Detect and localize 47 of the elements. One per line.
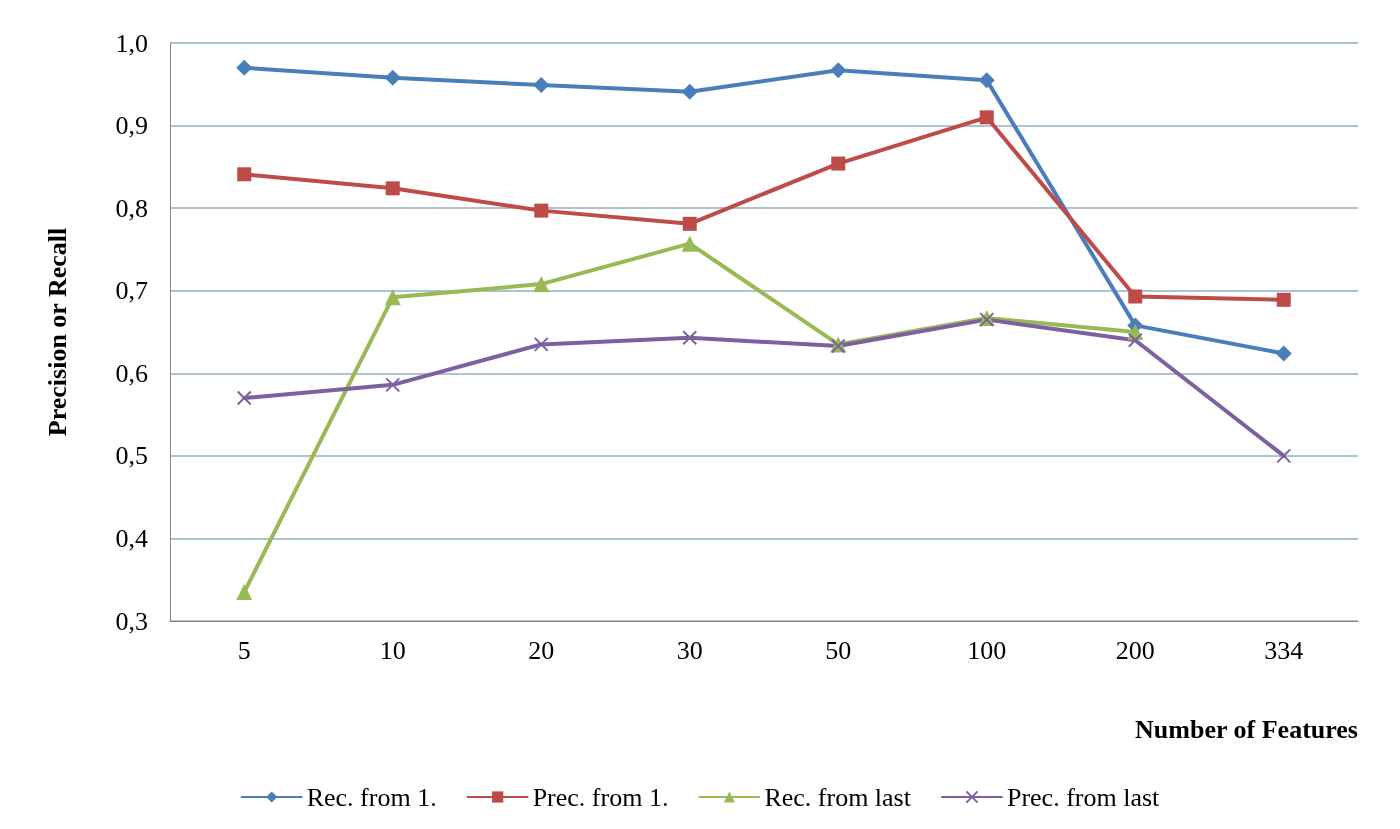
x-tick-label: 100 (967, 635, 1007, 665)
x-tick-label: 10 (379, 635, 406, 665)
y-tick-label: 0,4 (115, 523, 148, 553)
point (681, 83, 698, 100)
point (533, 336, 549, 352)
y-tick-label: 0,5 (115, 441, 148, 471)
point (830, 62, 847, 79)
point (1276, 292, 1291, 307)
point (384, 289, 401, 306)
y-axis-title: Precision or Recall (42, 227, 72, 437)
point (979, 110, 994, 125)
x-tick-label: 200 (1115, 635, 1155, 665)
point (236, 390, 252, 406)
point (1127, 332, 1143, 348)
x-tick-label: 30 (676, 635, 703, 665)
x-tick-label: 50 (825, 635, 852, 665)
point (384, 69, 401, 86)
point (533, 276, 550, 293)
point (385, 181, 400, 196)
y-tick-label: 0,9 (115, 111, 148, 141)
point (681, 235, 698, 252)
point (1275, 345, 1292, 362)
y-tick-label: 0,3 (115, 606, 148, 636)
point (533, 77, 550, 94)
y-tick-label: 0,8 (115, 193, 148, 223)
point (236, 59, 253, 76)
point (682, 216, 697, 231)
legend-label: Prec. from last (1006, 782, 1161, 812)
x-tick-label: 5 (237, 635, 251, 665)
legend-label: Rec. from last (764, 782, 912, 812)
point (385, 377, 401, 393)
y-tick-label: 0,6 (115, 358, 148, 388)
point (1276, 448, 1292, 464)
y-tick-label: 0,7 (115, 276, 148, 306)
point (236, 584, 253, 601)
point (1128, 289, 1143, 304)
y-tick-label: 1,0 (115, 28, 148, 58)
point (682, 330, 698, 346)
x-tick-label: 20 (528, 635, 555, 665)
legend-label: Rec. from 1. (306, 782, 437, 812)
point (831, 156, 846, 171)
legend-label: Prec. from 1. (532, 782, 669, 812)
point (978, 72, 995, 89)
point (534, 203, 549, 218)
x-tick-label: 334 (1264, 635, 1304, 665)
point (237, 167, 252, 182)
x-axis-title: Number of Features (1135, 714, 1358, 744)
